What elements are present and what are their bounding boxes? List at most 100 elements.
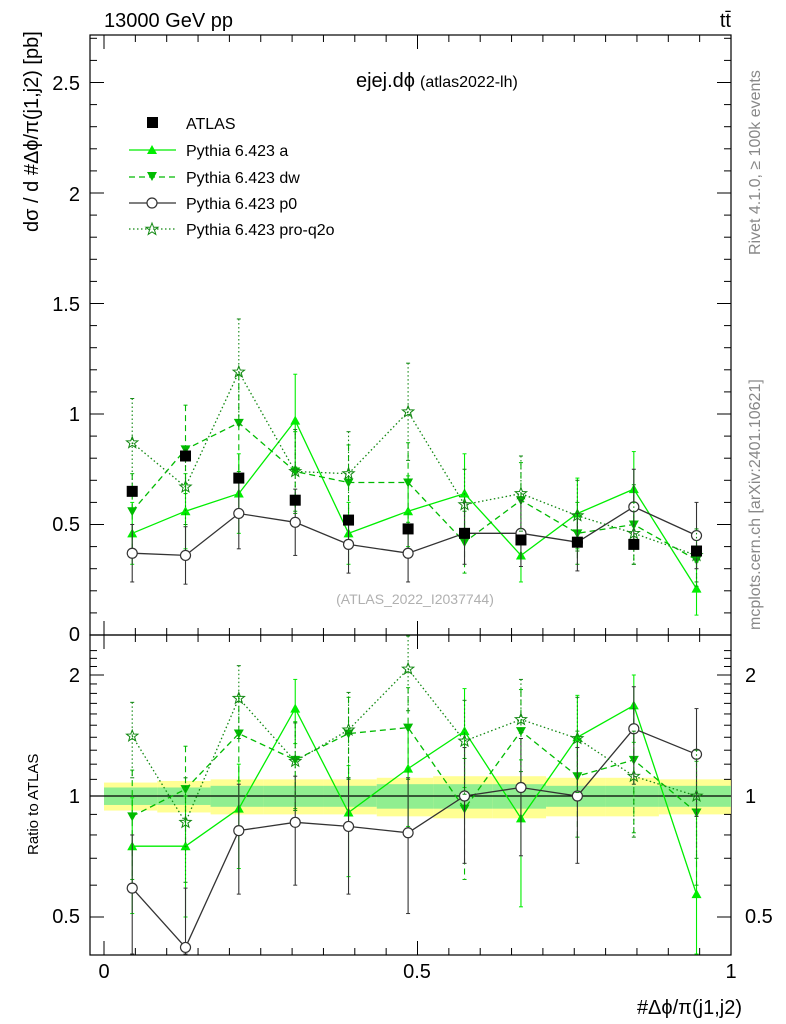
legend-marker-p0 xyxy=(146,197,158,209)
main-atlas-data-point xyxy=(628,538,640,550)
energy-label: 13000 GeV pp xyxy=(104,10,233,32)
x-tick-label: 0.5 xyxy=(403,961,431,983)
ratio-mc3-point xyxy=(233,825,245,837)
ratio-mc2-point xyxy=(180,785,191,795)
ratio-y-tick-labels: 2 1 0.5 2 1 0.5 xyxy=(52,665,773,928)
ratio-mc3-point xyxy=(179,941,192,954)
main-mc2-point xyxy=(343,478,354,488)
main-mc4-point xyxy=(231,364,246,379)
main-mc4-point xyxy=(341,466,356,480)
legend-label: Pythia 6.423 dw xyxy=(186,170,300,187)
main-atlas-data-point xyxy=(459,527,471,539)
legend-label: Pythia 6.423 p0 xyxy=(186,196,297,213)
main-mc4-point xyxy=(513,486,529,500)
main-atlas-data-point xyxy=(402,523,414,535)
main-mc3-point xyxy=(402,547,414,559)
main-atlas-data-point xyxy=(571,536,583,548)
main-y-tick-label: 1 xyxy=(69,404,80,426)
main-mc2-point xyxy=(403,478,414,488)
legend-label: ATLAS xyxy=(186,116,236,133)
main-y-tick-label: 0.5 xyxy=(52,514,80,536)
ratio-y-tick-label: 0.5 xyxy=(52,906,80,928)
main-atlas-data-point xyxy=(180,450,192,462)
main-atlas-data-point xyxy=(289,494,301,506)
axis-ticks xyxy=(90,35,732,955)
main-mc3-point xyxy=(233,507,245,520)
main-mc4-point xyxy=(288,464,303,478)
main-mc1-line xyxy=(131,419,698,589)
ratio-mc3-point xyxy=(515,781,527,794)
histogram-subtitle: (atlas2022-lh) xyxy=(420,74,518,91)
analysis-watermark: (ATLAS_2022_I2037744) xyxy=(336,591,494,607)
ratio-y-axis-label: Ratio to ATLAS xyxy=(25,754,42,855)
ratio-y-tick-label-right: 2 xyxy=(745,665,756,687)
ratio-mc4-point xyxy=(457,733,472,748)
main-mc1-point xyxy=(691,583,702,593)
main-mc3-point xyxy=(690,529,703,542)
main-mc4-point xyxy=(178,479,193,493)
ratio-mc4-point xyxy=(288,753,303,768)
main-atlas-data-point xyxy=(343,514,355,526)
main-mc1-point xyxy=(290,415,301,425)
main-panel-series xyxy=(125,318,704,616)
ratio-mc3-point xyxy=(402,827,414,839)
ratio-mc2-point xyxy=(403,723,414,733)
x-tick-label: 1 xyxy=(725,961,736,983)
main-y-tick-label: 2 xyxy=(69,184,80,206)
main-mc3-point xyxy=(289,516,301,528)
main-y-axis-label: dσ / d #Δϕ/π(j1,j2) [pb] xyxy=(21,31,43,232)
legend-marker-a xyxy=(147,145,157,154)
main-y-tick-labels: 2.5 2 1.5 1 0.5 0 xyxy=(52,73,80,646)
main-y-tick-label-zero: 0 xyxy=(69,624,80,646)
rivet-version-label: Rivet 4.1.0, ≥ 100k events xyxy=(747,70,764,255)
ratio-mc3-point xyxy=(126,882,138,894)
legend-marker-pro-q2o xyxy=(144,221,160,236)
main-y-tick-label: 2.5 xyxy=(52,73,80,95)
ratio-mc3-point xyxy=(571,790,583,802)
main-mc3-point xyxy=(179,549,192,562)
ratio-mc3-point xyxy=(342,820,355,833)
ratio-mc4-point xyxy=(125,728,140,743)
ratio-mc4-point xyxy=(689,788,704,803)
ratio-mc1-point xyxy=(459,726,470,736)
ratio-mc1-point xyxy=(290,703,301,713)
legend-marker-atlas xyxy=(147,117,158,128)
ratio-y-tick-label-right: 1 xyxy=(745,786,756,808)
legend-label: Pythia 6.423 pro-q2o xyxy=(186,222,335,239)
ratio-mc3-point xyxy=(458,790,471,802)
ratio-panel-series xyxy=(125,635,704,955)
ratio-mc4-point xyxy=(570,731,585,745)
ratio-mc4-point xyxy=(626,768,641,783)
main-mc4-point xyxy=(125,435,140,449)
ratio-y-tick-label: 1 xyxy=(69,786,80,808)
legend: ATLAS Pythia 6.423 a Pythia 6.423 dw Pyt… xyxy=(129,116,335,239)
main-mc4-point xyxy=(626,525,641,540)
ratio-mc2-line xyxy=(131,726,697,817)
ratio-mc4-point xyxy=(178,814,193,829)
main-mc4-point xyxy=(457,497,472,511)
main-atlas-data-point xyxy=(691,545,703,557)
ratio-mc4-point xyxy=(341,722,356,736)
ratio-mc2-point xyxy=(127,812,138,822)
legend-marker-dw xyxy=(147,172,157,181)
main-mc1-point xyxy=(403,506,414,516)
main-mc2-line xyxy=(131,422,697,561)
histogram-title: ejej.dϕ xyxy=(356,70,415,92)
main-atlas-data-point xyxy=(126,485,138,497)
x-axis-label: #Δϕ/π(j1,j2) xyxy=(637,997,742,1019)
ratio-mc3-point xyxy=(628,723,640,735)
ratio-mc4-point xyxy=(231,690,246,705)
main-mc3-line xyxy=(132,506,697,557)
x-tick-labels: 0 0.5 1 xyxy=(98,961,736,983)
ratio-mc4-point xyxy=(401,661,416,676)
mcplots-reference-label: mcplots.cern.ch [arXiv:2401.10621] xyxy=(747,379,764,630)
main-y-tick-label: 1.5 xyxy=(52,294,80,316)
main-atlas-data-point xyxy=(233,472,245,484)
legend-label: Pythia 6.423 a xyxy=(186,143,288,160)
ratio-mc1-point xyxy=(691,889,702,899)
ratio-y-tick-label-right: 0.5 xyxy=(745,906,773,928)
x-tick-label: 0 xyxy=(98,961,109,983)
main-mc1-point xyxy=(459,488,470,498)
main-mc3-point xyxy=(342,538,355,550)
